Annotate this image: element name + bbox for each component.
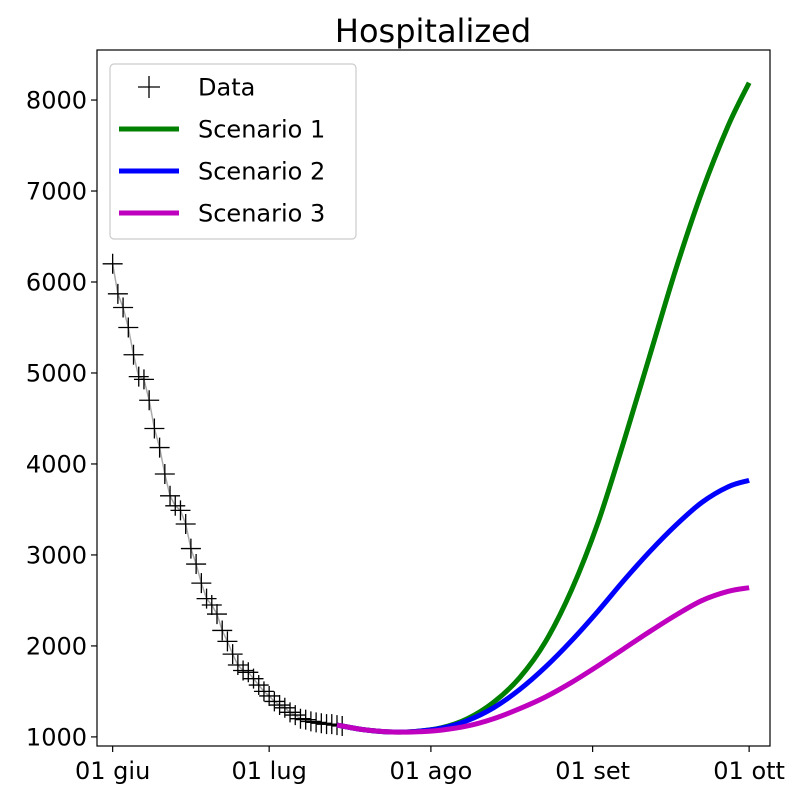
data-point-marker — [133, 369, 154, 390]
data-point-marker — [113, 297, 134, 318]
data-point-marker — [280, 702, 301, 723]
data-point-marker — [285, 705, 306, 726]
data-point-marker — [144, 418, 165, 439]
data-point-marker — [306, 712, 327, 733]
data-point-marker — [311, 713, 332, 734]
x-tick-label: 01 giu — [75, 757, 150, 785]
data-point-marker — [118, 317, 139, 338]
data-point-marker — [123, 344, 144, 365]
data-point-marker — [186, 554, 207, 575]
data-point-marker — [233, 660, 254, 681]
legend-label: Scenario 2 — [198, 158, 325, 186]
data-point-marker — [253, 681, 274, 702]
data-point-marker — [300, 711, 321, 732]
x-tick-label: 01 ago — [389, 757, 472, 785]
data-point-marker — [102, 253, 123, 274]
data-point-marker — [217, 631, 238, 652]
data-point-marker — [274, 697, 295, 718]
y-tick-label: 1000 — [26, 723, 87, 751]
legend-label: Scenario 1 — [198, 116, 325, 144]
x-tick-label: 01 ott — [713, 757, 785, 785]
data-point-marker — [165, 495, 186, 516]
x-tick-label: 01 set — [555, 757, 630, 785]
x-tick-label: 01 lug — [232, 757, 307, 785]
scenario-lines-group — [336, 81, 752, 735]
data-point-marker — [212, 620, 233, 641]
data-point-marker — [259, 685, 280, 706]
y-tick-label: 5000 — [26, 359, 87, 387]
data-point-marker — [107, 283, 128, 304]
y-tick-label: 7000 — [26, 178, 87, 206]
data-point-marker — [290, 708, 311, 729]
legend: Data Scenario 1 Scenario 2 Scenario 3 — [109, 63, 357, 240]
data-point-marker — [154, 463, 175, 484]
legend-marker-data — [138, 76, 160, 98]
scenario-line-3 — [336, 585, 750, 735]
data-point-marker — [201, 594, 222, 615]
data-point-marker — [170, 500, 191, 521]
y-tick-label: 8000 — [26, 87, 87, 115]
legend-box — [109, 63, 357, 240]
data-point-marker — [264, 691, 285, 712]
y-tick-label: 4000 — [26, 450, 87, 478]
axes: 1000 2000 3000 4000 5000 6000 7000 8000 01 giu 01… — [26, 49, 785, 785]
data-point-marker — [295, 709, 316, 730]
y-tick-label: 2000 — [26, 632, 87, 660]
y-tick-label: 6000 — [26, 269, 87, 297]
axes-frame — [96, 49, 771, 747]
data-point-marker — [227, 655, 248, 676]
data-point-marker — [269, 695, 290, 716]
data-series-group — [102, 253, 353, 736]
data-point-marker — [139, 390, 160, 411]
data-point-marker — [180, 538, 201, 559]
data-point-marker — [191, 573, 212, 594]
data-point-marker — [222, 644, 243, 665]
data-point-marker — [175, 514, 196, 535]
data-point-marker — [149, 437, 170, 458]
data-point-marker — [206, 604, 227, 625]
data-point-marker — [160, 485, 181, 506]
legend-label: Scenario 3 — [198, 200, 325, 228]
data-point-marker — [128, 366, 149, 387]
chart-title: Hospitalized — [335, 12, 531, 50]
y-tick-label: 3000 — [26, 541, 87, 569]
legend-label: Data — [198, 74, 255, 102]
